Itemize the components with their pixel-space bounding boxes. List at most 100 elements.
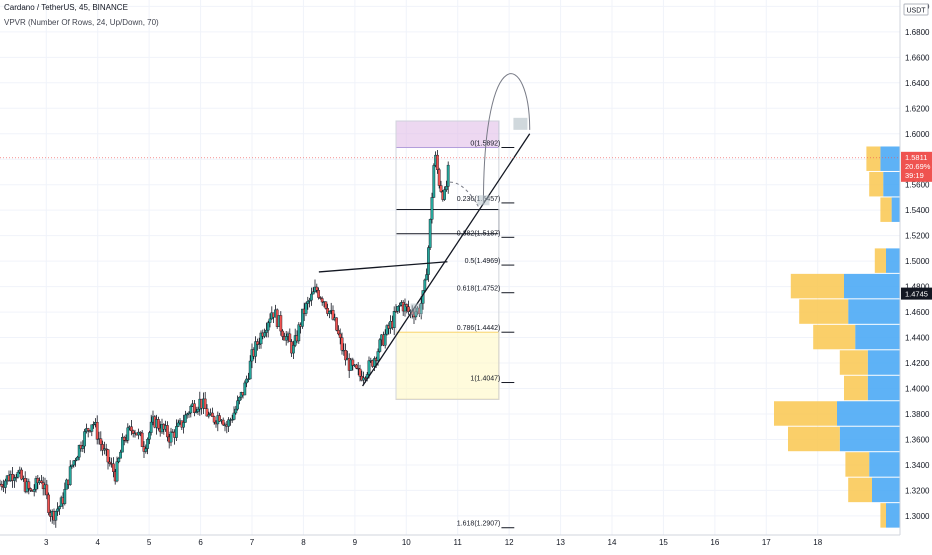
vp-down-bar <box>869 171 884 197</box>
candle-body <box>14 476 18 479</box>
fib-level-label: 0.382(1.5187) <box>457 230 501 237</box>
x-tick-label: 14 <box>608 538 617 547</box>
candle-body <box>358 368 362 377</box>
vp-down-bar <box>799 299 849 324</box>
candle-body <box>344 350 347 361</box>
y-tick-label: 1.6800 <box>905 28 930 37</box>
x-tick-label: 12 <box>505 538 514 547</box>
candle-body <box>124 440 128 442</box>
candle-body <box>317 290 320 298</box>
candle-body <box>446 164 450 187</box>
candle-body <box>256 341 259 345</box>
candle-body <box>430 197 434 220</box>
candle-body <box>212 416 216 423</box>
candle-body <box>230 419 234 421</box>
candle-body <box>319 297 322 299</box>
y-tick-label: 1.3400 <box>905 461 930 470</box>
candle-body <box>182 422 185 428</box>
candle-body <box>56 508 60 512</box>
candle-body <box>106 449 110 463</box>
candle-body <box>115 461 119 482</box>
vp-up-bar <box>848 299 900 324</box>
candle-body <box>427 247 430 275</box>
candle-body <box>0 483 4 487</box>
fib-level-label: 1(1.4047) <box>470 376 500 383</box>
candle-body <box>74 459 78 462</box>
last-price-box <box>901 151 932 182</box>
candle-body <box>236 400 239 410</box>
candle-body <box>221 419 225 426</box>
vp-down-bar <box>774 401 837 426</box>
candle-body <box>12 477 16 481</box>
indicator-legend[interactable]: VPVR (Number Of Rows, 24, Up/Down, 70) <box>4 18 159 27</box>
candle-body <box>265 329 268 333</box>
candle-body <box>205 408 209 417</box>
candle-body <box>122 436 126 441</box>
candle-body <box>324 301 328 309</box>
candle-body <box>266 322 270 331</box>
vp-up-bar <box>867 350 900 375</box>
candle-body <box>301 308 304 327</box>
candle-body <box>445 186 448 190</box>
candle-body <box>185 413 189 416</box>
candle-body <box>284 336 288 341</box>
candle-body <box>72 460 76 466</box>
candle-body <box>210 412 214 417</box>
candle-body <box>101 444 105 451</box>
candle-body <box>149 421 153 433</box>
candle-body <box>183 414 187 423</box>
candle-body <box>20 469 23 480</box>
candle-body <box>328 311 331 314</box>
candle-body <box>297 324 301 342</box>
candle-body <box>279 315 283 332</box>
x-tick-label: 3 <box>44 538 49 547</box>
candle-body <box>351 359 355 366</box>
candle-body <box>192 403 196 413</box>
vp-down-bar <box>790 273 844 299</box>
vp-up-bar <box>837 401 900 426</box>
candle-body <box>436 154 439 170</box>
candle-body <box>68 466 72 485</box>
candles <box>0 149 450 528</box>
candle-body <box>373 358 376 367</box>
fib-level-label: 1.618(1.2907) <box>457 521 501 528</box>
x-tick-label: 13 <box>556 538 565 547</box>
vp-up-bar <box>844 273 900 299</box>
candle-body <box>281 330 284 337</box>
candle-body <box>308 299 311 302</box>
candle-body <box>407 306 410 312</box>
y-tick-label: 1.6400 <box>905 79 930 88</box>
y-tick-label: 1.5400 <box>905 206 930 215</box>
candle-body <box>11 474 14 481</box>
candle-body <box>194 411 198 413</box>
projection-dashed <box>449 181 479 207</box>
trendline <box>362 133 531 387</box>
y-tick-label: 1.4800 <box>905 283 930 292</box>
y-tick-label: 1.3200 <box>905 486 930 495</box>
candle-body <box>234 408 238 414</box>
candle-body <box>131 430 135 434</box>
candle-body <box>86 428 90 431</box>
candle-body <box>405 304 409 307</box>
candle-body <box>378 339 382 352</box>
candle-body <box>137 431 140 436</box>
candle-body <box>263 332 266 337</box>
vp-down-bar <box>845 452 870 477</box>
candle-body <box>311 291 315 295</box>
candle-body <box>310 293 313 301</box>
candle-body <box>99 438 103 445</box>
y-tick-label: 1.4400 <box>905 334 930 343</box>
candle-body <box>428 219 432 248</box>
y-tick-label: 1.4000 <box>905 385 930 394</box>
candle-body <box>338 333 342 338</box>
candle-body <box>254 341 257 357</box>
candle-body <box>227 419 230 427</box>
candle-body <box>315 286 319 291</box>
candle-body <box>129 426 133 432</box>
candle-body <box>232 412 236 420</box>
candle-body <box>144 448 148 452</box>
breakout-marker <box>410 303 423 316</box>
vp-down-bar <box>880 197 892 222</box>
